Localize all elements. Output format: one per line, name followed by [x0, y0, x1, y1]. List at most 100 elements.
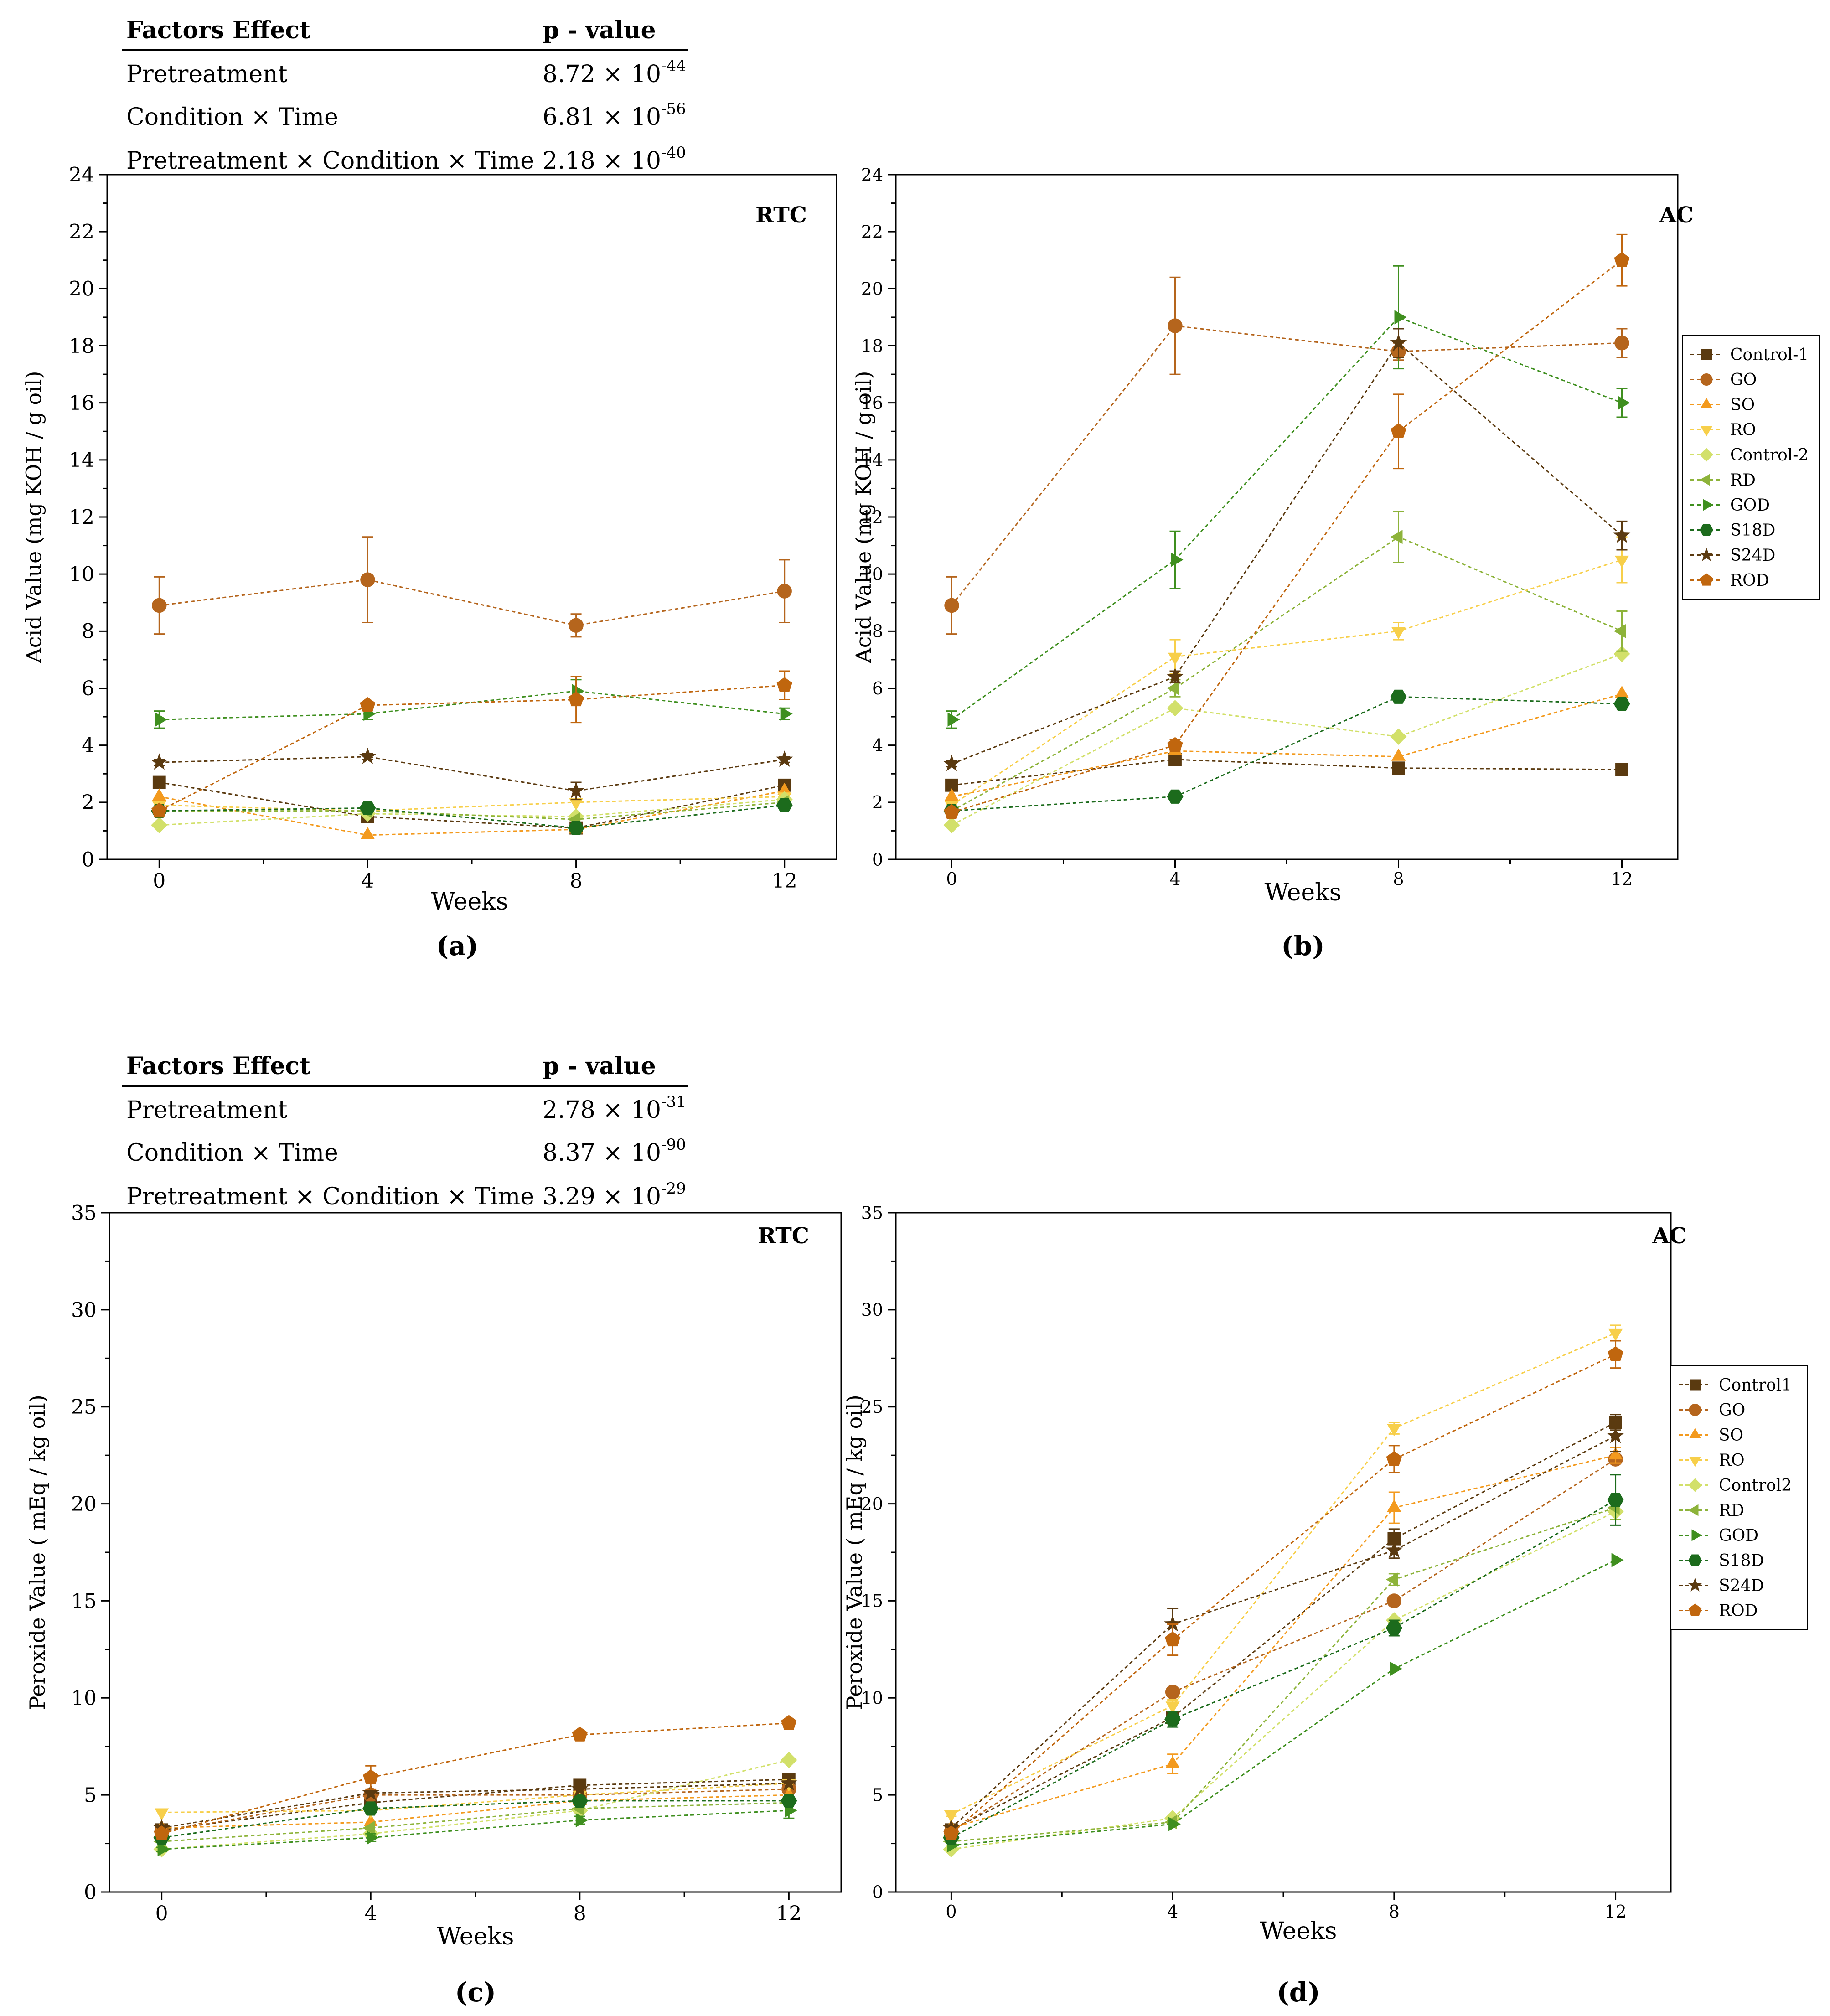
table-row-factor: Pretreatment: [126, 61, 288, 88]
x-axis-label: Weeks: [437, 1923, 514, 1950]
table-row-p-value: 6.81 × 10-56: [543, 100, 686, 131]
data-point: [1613, 624, 1626, 638]
data-point: [157, 1842, 170, 1856]
data-point: [776, 677, 792, 692]
y-tick-label: 2: [82, 791, 94, 814]
x-tick-label: 12: [772, 869, 797, 893]
data-point: [575, 1813, 588, 1828]
data-point: [1168, 318, 1183, 333]
series-line: [951, 1354, 1616, 1835]
p-mantissa: 8.37 ×: [543, 1139, 623, 1167]
data-point: [1390, 728, 1407, 745]
legend-marker: [1690, 1379, 1701, 1391]
series-so: [944, 686, 1629, 801]
data-point: [780, 1774, 798, 1791]
data-point: [1613, 646, 1630, 662]
data-point: [359, 747, 377, 764]
series-rod: [151, 670, 792, 818]
series-rod: [943, 1340, 1623, 1840]
data-point: [1615, 763, 1628, 776]
series-line: [951, 559, 1622, 806]
legend-label: Control2: [1719, 1476, 1792, 1495]
legend-label: RO: [1730, 421, 1756, 439]
legend-marker: [1688, 1578, 1702, 1592]
y-tick-label: 16: [69, 392, 94, 415]
y-tick-label: 12: [861, 507, 883, 527]
chart-panel-d: 0 5 10 15 20 25 30 35 0 4 8 12 Peroxide Value ( mEq …: [842, 1203, 1687, 2008]
data-point: [1167, 700, 1184, 717]
stats-table-1: Factors Effect p - value Pretreatment 8.…: [122, 16, 688, 175]
data-point: [944, 788, 959, 801]
table-row-p-value: 3.29 × 10-29: [543, 1179, 686, 1210]
p-exponent: -90: [661, 1136, 686, 1154]
series-line: [951, 536, 1623, 812]
data-point: [1167, 681, 1179, 696]
stats-table-2: Factors Effect p - value Pretreatment 2.…: [122, 1052, 688, 1210]
data-point: [780, 707, 793, 721]
data-point: [1390, 530, 1403, 544]
data-point: [1165, 1685, 1180, 1700]
data-point: [944, 598, 959, 613]
data-point: [1614, 686, 1629, 698]
legend-label: ROD: [1730, 571, 1769, 590]
legend-label: Control1: [1719, 1376, 1792, 1395]
data-point: [1618, 396, 1630, 410]
p-base: 10: [631, 1139, 661, 1167]
y-tick-label: 2: [872, 792, 883, 812]
data-point: [360, 572, 375, 587]
table-header-p: p - value: [543, 16, 656, 44]
legend-marker: [1691, 1529, 1702, 1541]
legend-marker: [1700, 448, 1713, 462]
y-tick-label: 35: [71, 1201, 97, 1225]
p-mantissa: 2.18 ×: [543, 147, 623, 175]
x-tick-label: 12: [1611, 869, 1633, 889]
data-point: [943, 817, 960, 833]
y-tick-label: 10: [861, 564, 883, 584]
table-row-factor: Pretreatment × Condition × Time: [126, 1183, 534, 1210]
x-tick-label: 4: [361, 869, 374, 893]
series-line: [951, 341, 1623, 765]
table-header-p: p - value: [543, 1052, 656, 1080]
series-line: [159, 781, 785, 829]
series-line: [161, 1809, 789, 1850]
p-exponent: -44: [661, 57, 686, 75]
legend-marker: [1688, 1603, 1702, 1616]
data-point: [567, 782, 585, 798]
y-axis-label: Peroxide Value ( mEq / kg oil): [842, 1395, 867, 1710]
data-point: [1391, 748, 1406, 761]
series-line: [951, 1435, 1616, 1829]
data-point: [1392, 761, 1405, 775]
data-point: [151, 802, 167, 818]
data-point: [1165, 1756, 1180, 1768]
series-rod: [154, 1715, 797, 1840]
legend-label: RD: [1730, 471, 1756, 490]
table-row-factor: Condition × Time: [126, 103, 338, 131]
legend-marker: [1701, 349, 1712, 360]
data-point: [1608, 1346, 1623, 1361]
y-tick-label: 25: [861, 1397, 883, 1417]
x-tick-label: 4: [1169, 869, 1180, 889]
series-line: [951, 1559, 1616, 1846]
data-point: [1165, 1701, 1180, 1714]
legend-marker: [1701, 398, 1712, 408]
chart-title: AC: [1659, 202, 1694, 228]
data-point: [1168, 1817, 1181, 1831]
data-point: [571, 1794, 588, 1808]
y-tick-label: 10: [69, 563, 94, 586]
y-tick-label: 20: [71, 1493, 97, 1516]
data-point: [947, 712, 960, 727]
series-line: [159, 799, 785, 826]
legend-marker: [1700, 524, 1713, 536]
y-tick-label: 0: [84, 1881, 97, 1904]
y-tick-label: 15: [861, 1591, 883, 1611]
p-base: 10: [631, 1096, 661, 1124]
data-point: [781, 1715, 797, 1730]
series-line: [159, 690, 785, 720]
data-point: [1611, 1553, 1624, 1567]
series-line: [161, 1759, 789, 1850]
data-point: [1614, 252, 1630, 267]
p-exponent: -56: [661, 100, 686, 118]
p-mantissa: 6.81 ×: [543, 103, 623, 131]
series-line: [951, 259, 1623, 813]
